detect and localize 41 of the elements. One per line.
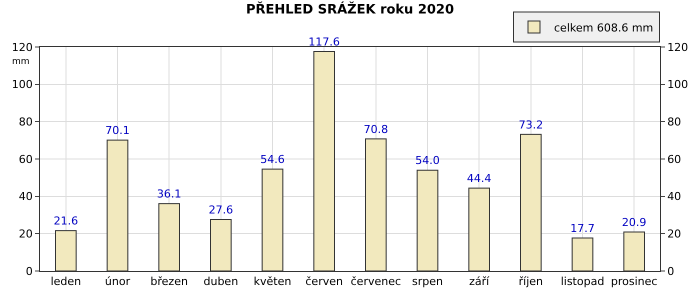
y2-tick-label: 20 <box>667 228 682 241</box>
x-tick-label: únor <box>104 275 131 288</box>
x-tick-label: prosinec <box>610 275 658 288</box>
data-label: 44.4 <box>466 172 492 186</box>
y-axis-title: mm <box>12 57 30 67</box>
y2-tick-label: 120 <box>667 40 688 54</box>
data-label: 54.6 <box>260 153 285 166</box>
x-tick-label: červenec <box>350 275 402 288</box>
y-tick-label: 80 <box>18 116 33 129</box>
x-tick-label: srpen <box>412 275 444 288</box>
data-label: 73.2 <box>518 118 544 132</box>
x-tick-label: listopad <box>560 275 604 288</box>
y2-tick-label: 80 <box>667 116 682 129</box>
y2-tick-label: 100 <box>667 78 688 92</box>
chart-title: PŘEHLED SRÁŽEK roku 2020 <box>246 0 454 18</box>
legend-label: celkem 608.6 mm <box>554 21 654 34</box>
data-label: 20.9 <box>622 216 646 229</box>
x-tick-label: září <box>469 275 490 288</box>
x-tick-label: duben <box>203 275 238 288</box>
y-tick-label: 120 <box>12 40 33 54</box>
y2-tick-label: 60 <box>667 152 682 166</box>
data-label: 117.6 <box>308 35 340 48</box>
data-label: 36.1 <box>156 188 182 201</box>
x-tick-label: červen <box>305 275 343 288</box>
data-label: 27.6 <box>208 203 234 216</box>
y-tick-label: 40 <box>18 190 33 204</box>
x-tick-label: leden <box>50 275 82 288</box>
x-tick-label: říjen <box>518 275 544 288</box>
x-tick-label: květen <box>254 275 292 288</box>
data-label: 21.6 <box>54 214 78 228</box>
y-tick-label: 20 <box>18 228 33 241</box>
y-tick-label: 60 <box>18 152 33 166</box>
x-tick-label: březen <box>150 275 188 288</box>
y-tick-label: 0 <box>26 264 33 278</box>
data-label: 17.7 <box>570 222 595 235</box>
y-tick-label: 100 <box>12 78 33 92</box>
data-label: 70.8 <box>364 122 388 136</box>
data-label: 54.0 <box>415 154 440 168</box>
y2-tick-label: 0 <box>667 264 674 278</box>
y2-tick-label: 40 <box>667 190 682 204</box>
data-label: 70.1 <box>105 124 130 138</box>
